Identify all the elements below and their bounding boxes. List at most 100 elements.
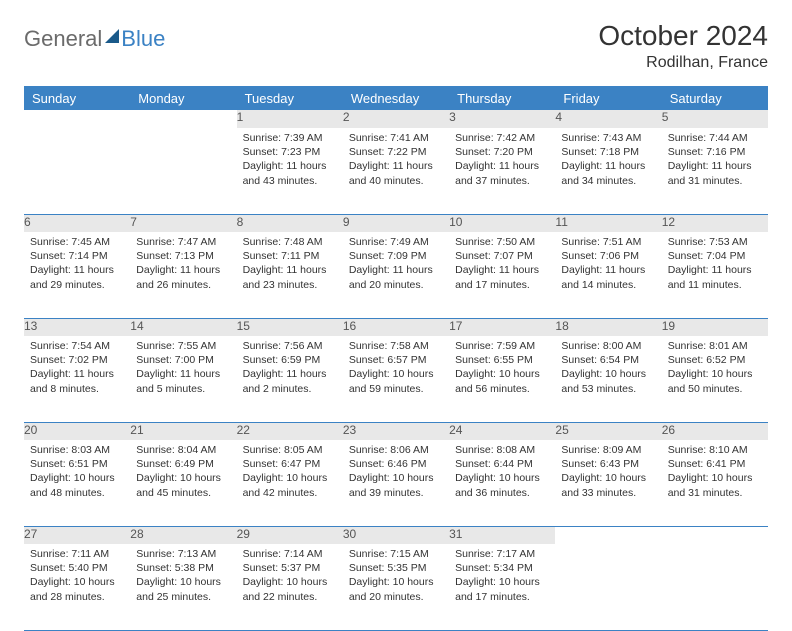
day2-text: and 8 minutes. [30,382,124,396]
sunset-text: Sunset: 6:41 PM [668,457,762,471]
day-cell: Sunrise: 7:49 AMSunset: 7:09 PMDaylight:… [343,232,449,318]
day-cell: Sunrise: 8:08 AMSunset: 6:44 PMDaylight:… [449,440,555,526]
logo-triangle-icon [105,29,119,43]
day1-text: Daylight: 10 hours [30,575,124,589]
weekday-header: Monday [130,86,236,110]
day1-text: Daylight: 11 hours [455,263,549,277]
day-cell: Sunrise: 7:51 AMSunset: 7:06 PMDaylight:… [555,232,661,318]
day1-text: Daylight: 11 hours [349,159,443,173]
day2-text: and 11 minutes. [668,278,762,292]
sunset-text: Sunset: 7:06 PM [561,249,655,263]
day-cell-body: Sunrise: 8:06 AMSunset: 6:46 PMDaylight:… [343,440,449,503]
sunrise-text: Sunrise: 8:09 AM [561,443,655,457]
day-cell-body: Sunrise: 7:54 AMSunset: 7:02 PMDaylight:… [24,336,130,399]
location-text: Rodilhan, France [598,54,768,72]
day2-text: and 22 minutes. [243,590,337,604]
sunset-text: Sunset: 7:00 PM [136,353,230,367]
day-cell: Sunrise: 7:50 AMSunset: 7:07 PMDaylight:… [449,232,555,318]
sunrise-text: Sunrise: 8:03 AM [30,443,124,457]
sunrise-text: Sunrise: 8:05 AM [243,443,337,457]
sunrise-text: Sunrise: 8:10 AM [668,443,762,457]
sunset-text: Sunset: 6:55 PM [455,353,549,367]
sunrise-text: Sunrise: 7:41 AM [349,131,443,145]
day-number: 6 [24,214,130,232]
sunrise-text: Sunrise: 8:00 AM [561,339,655,353]
sunset-text: Sunset: 5:40 PM [30,561,124,575]
day2-text: and 48 minutes. [30,486,124,500]
day-cell: Sunrise: 7:39 AMSunset: 7:23 PMDaylight:… [237,128,343,214]
day2-text: and 5 minutes. [136,382,230,396]
day1-text: Daylight: 11 hours [561,263,655,277]
day-number: 27 [24,526,130,544]
day1-text: Daylight: 10 hours [30,471,124,485]
day-cell [555,544,661,630]
day2-text: and 53 minutes. [561,382,655,396]
sunset-text: Sunset: 6:51 PM [30,457,124,471]
day2-text: and 59 minutes. [349,382,443,396]
daynum-row: 12345 [24,110,768,128]
day-cell: Sunrise: 7:47 AMSunset: 7:13 PMDaylight:… [130,232,236,318]
day-cell-body: Sunrise: 8:05 AMSunset: 6:47 PMDaylight:… [237,440,343,503]
day1-text: Daylight: 10 hours [243,471,337,485]
day-cell-body: Sunrise: 7:43 AMSunset: 7:18 PMDaylight:… [555,128,661,191]
day-number: 9 [343,214,449,232]
sunset-text: Sunset: 5:34 PM [455,561,549,575]
day-cell-body: Sunrise: 8:10 AMSunset: 6:41 PMDaylight:… [662,440,768,503]
day-cell-body: Sunrise: 7:53 AMSunset: 7:04 PMDaylight:… [662,232,768,295]
weekday-header-row: Sunday Monday Tuesday Wednesday Thursday… [24,86,768,110]
day-cell-body: Sunrise: 7:11 AMSunset: 5:40 PMDaylight:… [24,544,130,607]
day-number: 25 [555,422,661,440]
day-cell-body: Sunrise: 7:56 AMSunset: 6:59 PMDaylight:… [237,336,343,399]
sunset-text: Sunset: 6:47 PM [243,457,337,471]
week-row: Sunrise: 7:39 AMSunset: 7:23 PMDaylight:… [24,128,768,214]
day2-text: and 40 minutes. [349,174,443,188]
day-cell [130,128,236,214]
day-cell-body: Sunrise: 7:41 AMSunset: 7:22 PMDaylight:… [343,128,449,191]
day1-text: Daylight: 11 hours [136,263,230,277]
day-cell-body: Sunrise: 7:39 AMSunset: 7:23 PMDaylight:… [237,128,343,191]
week-row: Sunrise: 7:11 AMSunset: 5:40 PMDaylight:… [24,544,768,630]
day-cell-body: Sunrise: 7:14 AMSunset: 5:37 PMDaylight:… [237,544,343,607]
day-number [130,110,236,128]
weekday-header: Wednesday [343,86,449,110]
day2-text: and 31 minutes. [668,486,762,500]
sunset-text: Sunset: 6:52 PM [668,353,762,367]
sunset-text: Sunset: 7:16 PM [668,145,762,159]
day-cell: Sunrise: 8:06 AMSunset: 6:46 PMDaylight:… [343,440,449,526]
sunrise-text: Sunrise: 8:04 AM [136,443,230,457]
day-cell: Sunrise: 8:05 AMSunset: 6:47 PMDaylight:… [237,440,343,526]
day-cell: Sunrise: 7:42 AMSunset: 7:20 PMDaylight:… [449,128,555,214]
sunset-text: Sunset: 7:20 PM [455,145,549,159]
day-cell [24,128,130,214]
day-cell: Sunrise: 8:00 AMSunset: 6:54 PMDaylight:… [555,336,661,422]
day-number: 16 [343,318,449,336]
sunset-text: Sunset: 7:07 PM [455,249,549,263]
sunrise-text: Sunrise: 7:42 AM [455,131,549,145]
day-number [555,526,661,544]
day2-text: and 14 minutes. [561,278,655,292]
day-cell: Sunrise: 7:54 AMSunset: 7:02 PMDaylight:… [24,336,130,422]
day2-text: and 39 minutes. [349,486,443,500]
day-cell-body: Sunrise: 7:50 AMSunset: 7:07 PMDaylight:… [449,232,555,295]
sunset-text: Sunset: 7:02 PM [30,353,124,367]
day-number: 1 [237,110,343,128]
month-title: October 2024 [598,20,768,52]
day2-text: and 20 minutes. [349,590,443,604]
day-number: 23 [343,422,449,440]
day-number: 18 [555,318,661,336]
day-number: 12 [662,214,768,232]
day-cell: Sunrise: 7:48 AMSunset: 7:11 PMDaylight:… [237,232,343,318]
day1-text: Daylight: 11 hours [455,159,549,173]
day-cell-body: Sunrise: 8:00 AMSunset: 6:54 PMDaylight:… [555,336,661,399]
sunset-text: Sunset: 7:09 PM [349,249,443,263]
day-number: 13 [24,318,130,336]
day-number: 10 [449,214,555,232]
day-number: 3 [449,110,555,128]
day-cell-body: Sunrise: 7:44 AMSunset: 7:16 PMDaylight:… [662,128,768,191]
sunset-text: Sunset: 7:22 PM [349,145,443,159]
day-cell: Sunrise: 8:10 AMSunset: 6:41 PMDaylight:… [662,440,768,526]
day-number: 5 [662,110,768,128]
day-cell: Sunrise: 7:17 AMSunset: 5:34 PMDaylight:… [449,544,555,630]
page-header: General Blue October 2024 Rodilhan, Fran… [24,20,768,72]
day-cell-body [130,128,236,134]
